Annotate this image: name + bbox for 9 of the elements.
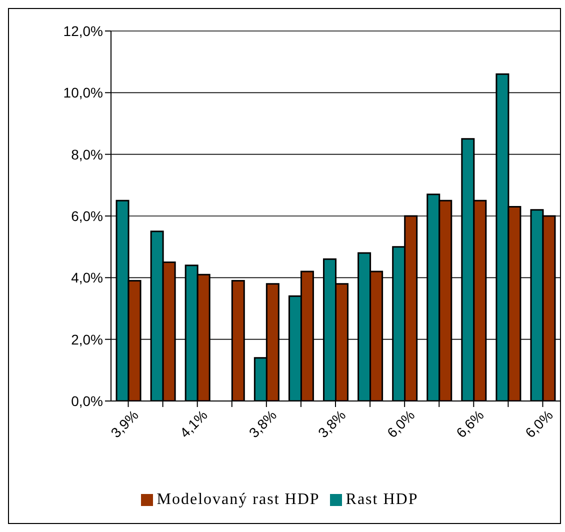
y-tick-label: 4,0% [71, 270, 103, 286]
legend-label: Rast HDP [346, 491, 418, 508]
y-tick-label: 10,0% [63, 84, 103, 101]
y-tick-label: 2,0% [71, 331, 103, 348]
y-tick-label: 6,0% [71, 208, 103, 224]
legend-label: Modelovaný rast HDP [156, 491, 320, 508]
y-tick-label: 8,0% [71, 146, 103, 162]
y-tick-label: 12,0% [63, 22, 103, 39]
y-tick-label: 0,0% [71, 392, 103, 409]
